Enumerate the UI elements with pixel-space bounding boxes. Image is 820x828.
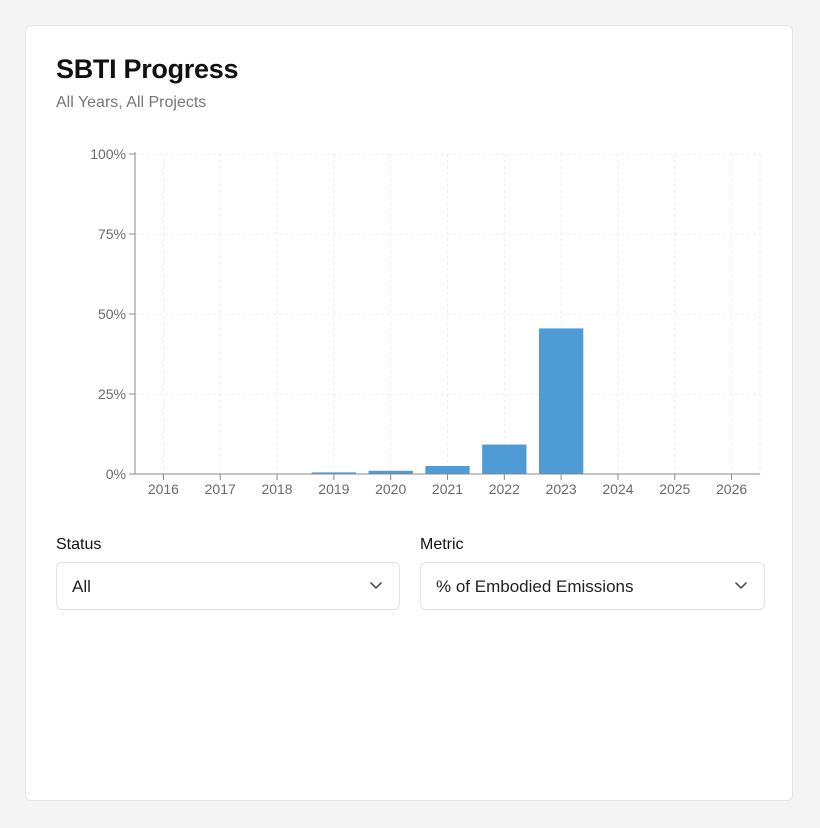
card-title: SBTI Progress <box>56 54 239 84</box>
x-tick-label: 2025 <box>659 481 690 497</box>
metric-select[interactable]: % of Embodied Emissions <box>420 562 765 610</box>
x-tick-label: 2018 <box>261 481 292 497</box>
x-tick-label: 2016 <box>148 481 179 497</box>
bar-2019 <box>311 472 357 474</box>
y-tick-label: 75% <box>98 226 126 242</box>
x-tick-label: 2024 <box>602 481 633 497</box>
sbti-progress-card: SBTI Progress All Years, All Projects 0%… <box>25 25 793 801</box>
bar-2022 <box>482 444 527 474</box>
status-select-value: All <box>72 577 91 596</box>
bar-2020 <box>368 470 413 474</box>
x-tick-label: 2023 <box>546 481 577 497</box>
y-tick-label: 50% <box>98 306 126 322</box>
bar-2023 <box>538 328 584 474</box>
sbti-bar-chart: 0% 25% 50% 75% 100% 2016 2017 2018 2019 2020 2021 2… <box>90 146 761 497</box>
x-tick-label: 2020 <box>375 481 406 497</box>
metric-label: Metric <box>420 536 464 553</box>
status-label: Status <box>56 536 102 553</box>
x-tick-label: 2026 <box>716 481 747 497</box>
y-tick-label: 100% <box>90 146 126 162</box>
status-select[interactable]: All <box>56 562 400 610</box>
x-tick-label: 2019 <box>318 481 349 497</box>
metric-select-value: % of Embodied Emissions <box>436 577 634 596</box>
y-tick-label: 0% <box>106 466 126 482</box>
x-tick-label: 2021 <box>432 481 463 497</box>
bar-2021 <box>425 466 470 474</box>
chevron-down-icon <box>735 582 747 589</box>
x-tick-label: 2017 <box>205 481 236 497</box>
x-tick-label: 2022 <box>489 481 520 497</box>
y-tick-label: 25% <box>98 386 126 402</box>
card-subtitle: All Years, All Projects <box>56 94 207 111</box>
chevron-down-icon <box>370 582 382 589</box>
